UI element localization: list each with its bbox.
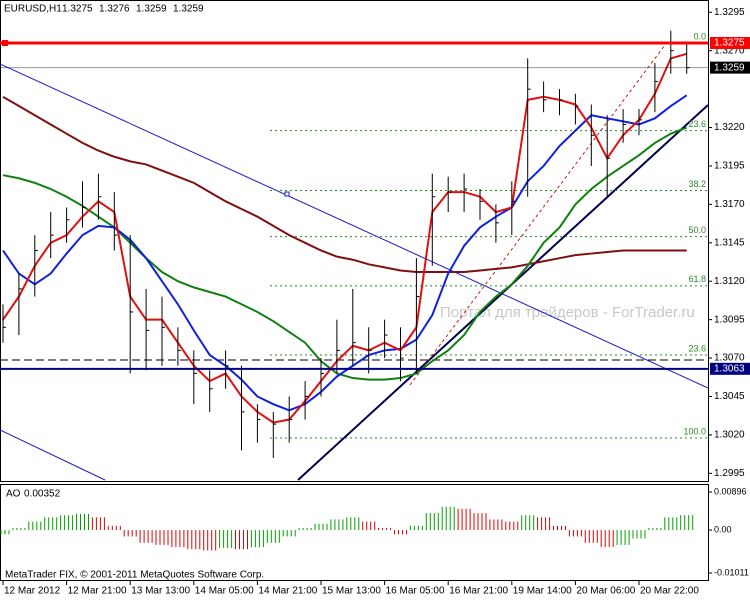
y-tick-label: 1.3220 [714, 122, 745, 133]
copyright: MetaTrader FIX, © 2001-2011 MetaQuotes S… [5, 570, 264, 581]
fibo-label: 38.2 [688, 179, 706, 189]
y-tick-label: 0.00896 [714, 486, 747, 496]
x-tick-label: 15 Mar 13:00 [322, 586, 381, 597]
trend-line [297, 104, 709, 481]
trend-line [0, 429, 106, 481]
fibo-label: 50.0 [688, 225, 706, 235]
symbol-title: EURUSD,H1 [4, 4, 62, 15]
y-tick-label: 1.3120 [714, 276, 745, 287]
quote-value: 1.3259 [136, 4, 167, 15]
price-line-handle [2, 40, 8, 47]
fibo-label: 100.0 [683, 426, 706, 436]
indicator-name: AO [6, 489, 21, 500]
indicator-value: 0.00352 [24, 489, 61, 500]
x-tick-label: 13 Mar 13:00 [131, 586, 190, 597]
quote-value: 1.3276 [99, 4, 130, 15]
watermark: Портал для трейдеров - ForTrader.ru [440, 304, 695, 321]
y-tick-label: 1.3045 [714, 391, 745, 402]
trend-handle [284, 191, 290, 197]
indicator-frame [0, 484, 709, 581]
fibo-label: 23.6 [688, 119, 706, 129]
price-tag [710, 37, 750, 50]
y-tick-label: 1.3170 [714, 199, 745, 210]
y-tick-label: 1.3095 [714, 314, 745, 325]
fibo-label: 23.6 [688, 343, 706, 353]
moving-average [2, 52, 687, 424]
y-tick-label: 1.3295 [714, 7, 745, 18]
moving-average [2, 95, 687, 274]
fibo-base [409, 44, 666, 386]
trend-line [0, 63, 709, 389]
x-tick-label: 16 Mar 21:00 [449, 586, 508, 597]
x-tick-label: 20 Mar 22:00 [640, 586, 699, 597]
drawings [0, 44, 709, 481]
x-tick-label: 12 Mar 2012 [4, 586, 61, 597]
y-tick-label: 1.3145 [714, 237, 745, 248]
price-tag [710, 61, 750, 74]
fibo-label: 61.8 [688, 274, 706, 284]
y-tick-label: 0.00 [714, 524, 732, 534]
x-tick-label: 16 Mar 05:00 [386, 586, 445, 597]
x-tick-label: 19 Mar 14:00 [513, 586, 572, 597]
y-tick-label: 1.2995 [714, 468, 745, 479]
x-tick-label: 12 Mar 21:00 [68, 586, 127, 597]
price-tag-label: 1.3275 [714, 38, 745, 49]
y-tick-label: 1.3070 [714, 353, 745, 364]
fibo-label: 0.0 [693, 31, 706, 41]
y-tick-label: -0.01011 [714, 567, 749, 577]
price-tag [710, 362, 750, 375]
y-tick-label: 1.3020 [714, 430, 745, 441]
y-tick-label: 1.3270 [714, 45, 745, 56]
quote-value: 1.3259 [173, 4, 204, 15]
x-tick-label: 20 Mar 06:00 [576, 586, 635, 597]
main-frame [0, 0, 709, 482]
x-tick-label: 14 Mar 05:00 [195, 586, 254, 597]
price-tag-label: 1.3259 [714, 62, 745, 73]
y-tick-label: 1.3195 [714, 161, 745, 172]
quote-value: 1.3275 [62, 4, 93, 15]
price-tag-label: 1.3063 [714, 363, 745, 374]
x-tick-label: 14 Mar 21:00 [258, 586, 317, 597]
